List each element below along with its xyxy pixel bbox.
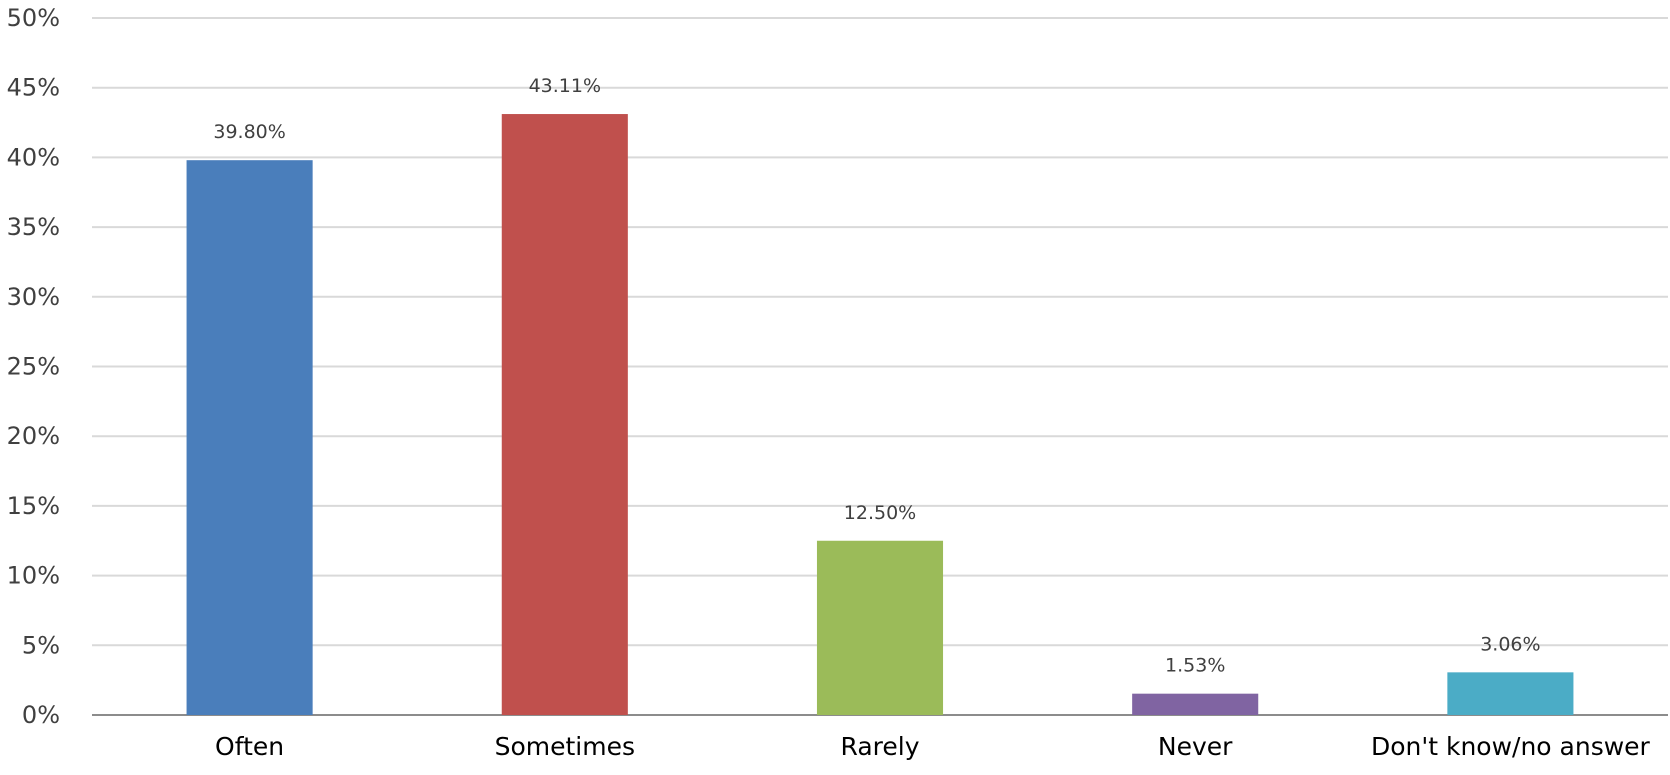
bars [186, 114, 1574, 716]
x-tick-label: Rarely [841, 732, 920, 761]
data-label: 12.50% [844, 502, 916, 524]
x-tick-label: Never [1158, 732, 1233, 761]
y-tick-label: 0% [22, 701, 60, 729]
y-tick-label: 10% [7, 562, 60, 590]
y-tick-label: 25% [7, 353, 60, 381]
bar-never [1132, 693, 1259, 715]
y-tick-label: 20% [7, 422, 60, 450]
data-label: 39.80% [213, 121, 285, 143]
y-axis-tick-labels: 0% 5% 10% 15% 20% 25% 30% 35% 40% 45% 50% [7, 4, 60, 729]
bar-rarely [816, 540, 944, 715]
x-axis-tick-labels: Often Sometimes Rarely Never Don't know/no a… [215, 732, 1650, 761]
data-labels: 39.80% 43.11% 12.50% 1.53% 3.06% [213, 75, 1540, 677]
data-label: 3.06% [1480, 633, 1540, 655]
x-tick-label: Don't know/no answer [1371, 732, 1651, 761]
y-tick-label: 45% [7, 74, 60, 102]
bar-don-t-know-no-answer [1447, 672, 1574, 715]
bar-sometimes [501, 114, 628, 715]
x-tick-label: Sometimes [495, 732, 635, 761]
y-tick-label: 30% [7, 283, 60, 311]
x-tick-label: Often [215, 732, 284, 761]
bar-often [186, 160, 313, 716]
data-label: 43.11% [529, 75, 601, 97]
gridlines [92, 17, 1668, 716]
y-tick-label: 5% [22, 631, 60, 659]
data-label: 1.53% [1165, 655, 1225, 677]
y-tick-label: 40% [7, 143, 60, 171]
y-tick-label: 15% [7, 492, 60, 520]
y-tick-label: 35% [7, 213, 60, 241]
y-tick-label: 50% [7, 4, 60, 32]
